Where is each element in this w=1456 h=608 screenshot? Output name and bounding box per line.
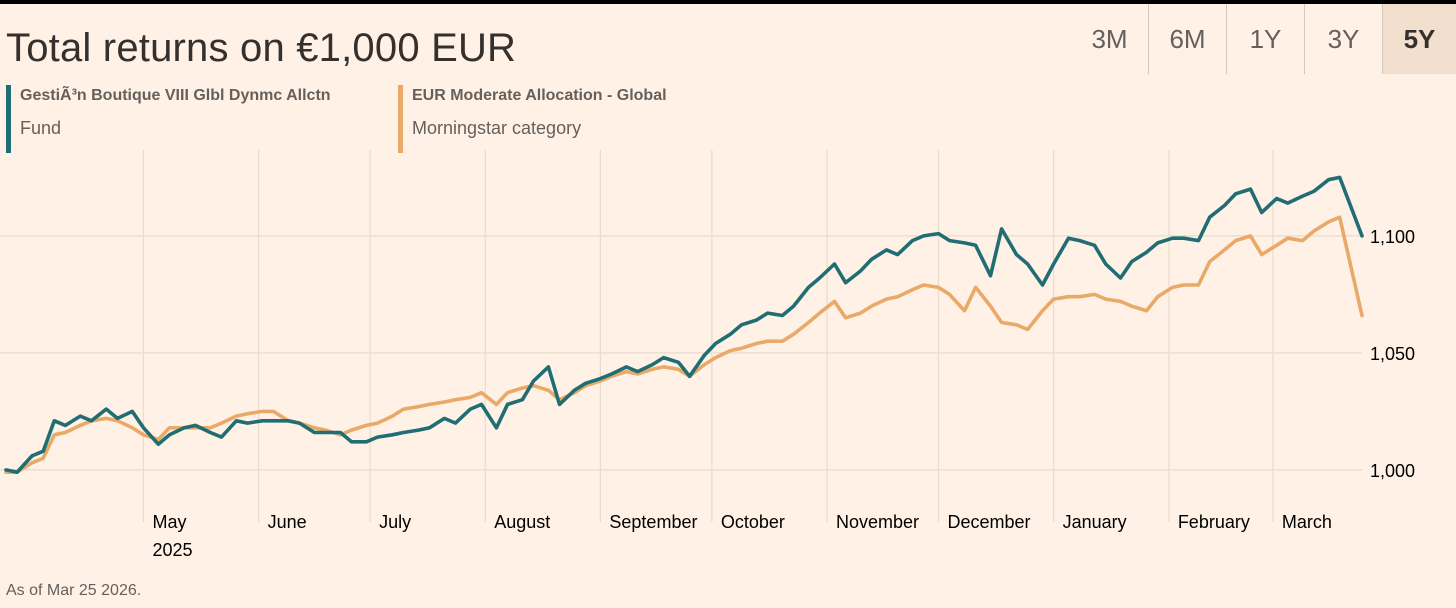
x-tick-label: March	[1282, 512, 1332, 532]
x-tick-label: September	[609, 512, 697, 532]
legend-item-fund: GestiÃ³n Boutique VIII Glbl Dynmc Allctn…	[6, 85, 331, 153]
range-button-1y[interactable]: 1Y	[1226, 4, 1304, 74]
y-tick-label: 1,000	[1370, 461, 1415, 481]
time-range-selector: 3M 6M 1Y 3Y 5Y	[1071, 4, 1456, 74]
top-rule	[0, 0, 1456, 4]
range-button-3m[interactable]: 3M	[1091, 23, 1128, 54]
legend-category-name: EUR Moderate Allocation - Global	[412, 87, 667, 104]
category-series-line	[4, 215, 1364, 474]
x-tick-label: February	[1178, 512, 1250, 532]
line-chart: 1,000 1,050 1,100 May 2025 June July August Sept…	[0, 150, 1415, 560]
chart-title: Total returns on €1,000 EUR	[6, 26, 517, 70]
fund-series-line	[4, 175, 1364, 474]
x-tick-label: January	[1063, 512, 1127, 532]
x-tick-label: August	[494, 512, 550, 532]
y-tick-label: 1,100	[1370, 227, 1415, 247]
y-tick-label: 1,050	[1370, 344, 1415, 364]
footnote: As of Mar 25 2026.	[6, 582, 142, 599]
legend-fund-name: GestiÃ³n Boutique VIII Glbl Dynmc Allctn	[20, 87, 331, 104]
x-tick-label: October	[721, 512, 785, 532]
x-tick-label: May	[152, 512, 186, 532]
legend-category-description: Morningstar category	[412, 118, 582, 138]
legend-swatch-fund	[6, 85, 11, 153]
x-tick-label: November	[836, 512, 919, 532]
legend-fund-description: Fund	[20, 118, 62, 138]
legend-item-category: EUR Moderate Allocation - Global Morning…	[398, 85, 667, 153]
legend-swatch-category	[398, 85, 403, 153]
range-button-5y[interactable]: 5Y	[1382, 4, 1456, 74]
x-tick-label: June	[268, 512, 307, 532]
range-button-3y[interactable]: 3Y	[1304, 4, 1382, 74]
x-tick-label: July	[379, 512, 411, 532]
x-tick-label: December	[947, 512, 1030, 532]
x-tick-sublabel: 2025	[152, 540, 192, 560]
range-button-6m[interactable]: 6M	[1148, 4, 1226, 74]
